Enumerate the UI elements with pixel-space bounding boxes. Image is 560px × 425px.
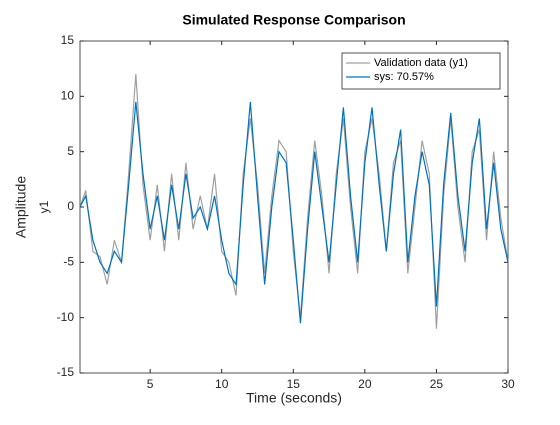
y-tick-label: -5 — [63, 255, 74, 269]
data-line — [79, 101, 509, 324]
y-tick-label: 15 — [61, 33, 75, 47]
x-tick-label: 5 — [147, 377, 154, 391]
channel-label: y1 — [37, 200, 51, 213]
y-axis-label: Amplitude — [13, 176, 29, 238]
legend-label: sys: 70.57% — [374, 71, 434, 83]
data-line — [79, 74, 509, 329]
plot-area — [79, 40, 509, 374]
y-tick-label: 5 — [67, 144, 74, 158]
y-tick-label: -10 — [57, 310, 75, 324]
y-tick-label: 10 — [61, 89, 75, 103]
y-tick-label: 0 — [67, 199, 74, 213]
x-axis-label: Time (seconds) — [246, 390, 342, 406]
x-tick-label: 15 — [287, 377, 301, 391]
legend-label: Validation data (y1) — [374, 57, 468, 69]
x-tick-label: 10 — [215, 377, 229, 391]
x-tick-label: 20 — [358, 377, 372, 391]
legend-box — [341, 52, 501, 90]
x-tick-label: 30 — [501, 377, 515, 391]
chart-title: Simulated Response Comparison — [182, 12, 405, 28]
x-tick-label: 25 — [430, 377, 444, 391]
y-tick-label: -15 — [57, 365, 75, 379]
